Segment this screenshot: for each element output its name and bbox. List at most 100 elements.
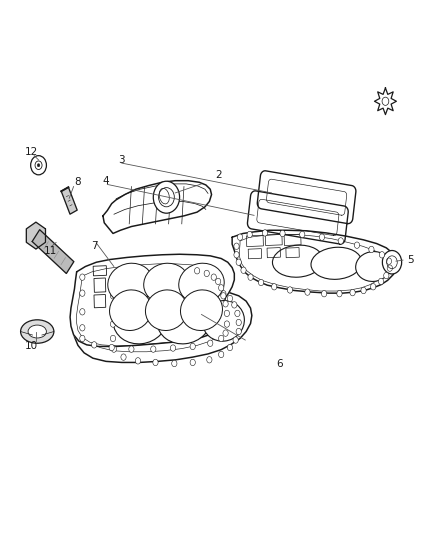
Circle shape	[172, 360, 177, 367]
Circle shape	[258, 279, 264, 286]
Circle shape	[190, 359, 195, 366]
Text: 4: 4	[102, 176, 110, 186]
Circle shape	[151, 346, 156, 352]
Circle shape	[80, 309, 85, 315]
Circle shape	[262, 230, 268, 236]
Circle shape	[153, 359, 158, 366]
Polygon shape	[257, 199, 339, 236]
Circle shape	[119, 290, 124, 297]
Ellipse shape	[179, 263, 224, 304]
Circle shape	[227, 295, 233, 302]
Circle shape	[369, 246, 374, 253]
Circle shape	[219, 351, 224, 358]
Text: 6: 6	[276, 359, 283, 368]
Circle shape	[129, 346, 134, 352]
Ellipse shape	[202, 301, 244, 341]
Circle shape	[287, 287, 293, 293]
Circle shape	[236, 259, 241, 265]
Circle shape	[232, 302, 237, 308]
Circle shape	[354, 242, 360, 248]
Ellipse shape	[145, 290, 187, 330]
Ellipse shape	[180, 290, 223, 330]
Circle shape	[337, 290, 342, 297]
Circle shape	[80, 325, 85, 331]
Circle shape	[211, 274, 216, 280]
Polygon shape	[232, 230, 396, 293]
Ellipse shape	[28, 325, 46, 338]
Circle shape	[221, 293, 226, 299]
Circle shape	[121, 354, 126, 360]
Circle shape	[382, 251, 402, 274]
Polygon shape	[257, 171, 356, 224]
Text: 2: 2	[215, 170, 223, 180]
Circle shape	[350, 289, 355, 296]
Circle shape	[237, 234, 243, 240]
Circle shape	[378, 278, 384, 285]
Circle shape	[215, 278, 221, 285]
Circle shape	[221, 290, 226, 297]
Circle shape	[224, 310, 230, 317]
Ellipse shape	[113, 296, 167, 344]
Circle shape	[204, 270, 209, 277]
Text: 8: 8	[74, 177, 81, 187]
Circle shape	[224, 321, 230, 327]
Ellipse shape	[311, 247, 362, 279]
Circle shape	[219, 285, 224, 291]
Circle shape	[92, 342, 97, 348]
Text: 5: 5	[407, 255, 414, 265]
Circle shape	[236, 328, 241, 335]
Circle shape	[212, 288, 217, 294]
Ellipse shape	[21, 320, 54, 343]
Circle shape	[236, 319, 241, 326]
Polygon shape	[32, 230, 74, 273]
Text: 7: 7	[91, 241, 98, 251]
Circle shape	[338, 238, 343, 244]
Polygon shape	[247, 191, 348, 244]
Circle shape	[201, 287, 206, 293]
Circle shape	[387, 265, 392, 271]
Circle shape	[153, 287, 158, 293]
Circle shape	[194, 268, 200, 274]
Circle shape	[272, 284, 277, 290]
Ellipse shape	[144, 263, 189, 304]
Circle shape	[361, 287, 366, 294]
Ellipse shape	[157, 296, 211, 344]
Circle shape	[384, 272, 389, 279]
Circle shape	[31, 156, 46, 175]
Circle shape	[110, 293, 116, 299]
Circle shape	[386, 258, 392, 264]
Circle shape	[190, 343, 195, 350]
Circle shape	[170, 345, 176, 351]
Circle shape	[135, 288, 141, 295]
Circle shape	[321, 290, 327, 297]
Circle shape	[223, 330, 228, 336]
Ellipse shape	[272, 245, 323, 277]
Circle shape	[110, 321, 116, 327]
Circle shape	[280, 230, 285, 237]
Circle shape	[80, 335, 85, 342]
Polygon shape	[103, 181, 212, 233]
Circle shape	[247, 231, 252, 238]
Polygon shape	[374, 88, 396, 115]
Ellipse shape	[108, 263, 153, 304]
Polygon shape	[70, 254, 234, 346]
Circle shape	[135, 358, 141, 364]
Polygon shape	[26, 222, 46, 249]
Circle shape	[207, 357, 212, 363]
Ellipse shape	[356, 252, 391, 281]
Circle shape	[170, 286, 176, 293]
Circle shape	[208, 340, 213, 346]
Circle shape	[80, 274, 85, 280]
Circle shape	[109, 344, 114, 351]
Circle shape	[80, 290, 85, 296]
Circle shape	[379, 252, 385, 258]
Circle shape	[305, 289, 310, 295]
Circle shape	[235, 310, 240, 317]
Circle shape	[111, 346, 117, 352]
Circle shape	[223, 301, 228, 307]
Circle shape	[227, 344, 233, 351]
Polygon shape	[74, 289, 252, 362]
Text: 10: 10	[25, 342, 38, 351]
Circle shape	[110, 335, 116, 342]
Circle shape	[319, 234, 325, 240]
